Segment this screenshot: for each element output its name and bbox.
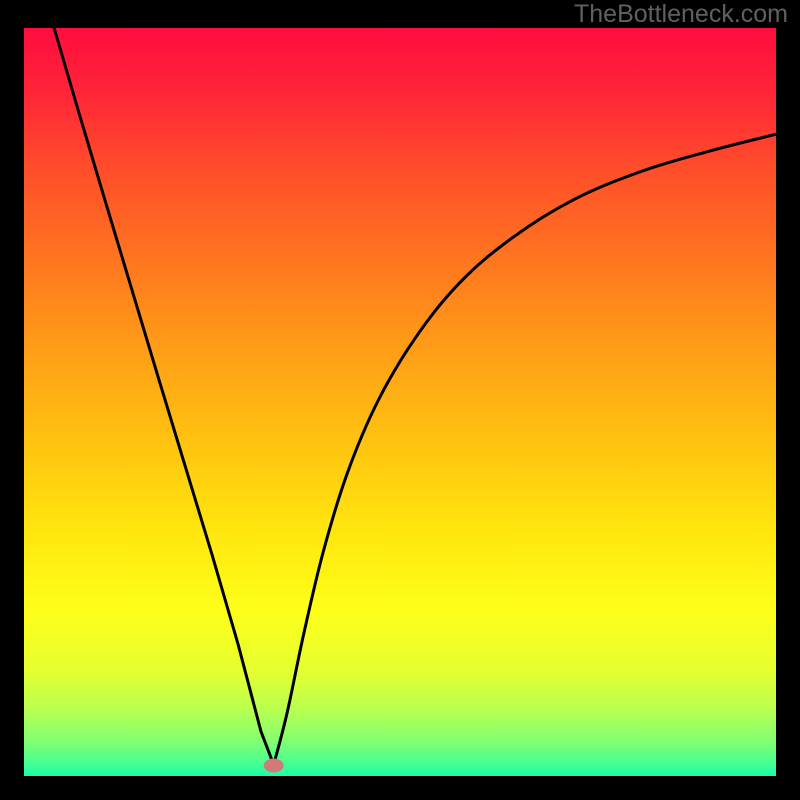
- bottleneck-curve: [24, 28, 776, 776]
- curve-left-branch: [54, 28, 274, 765]
- chart-frame: TheBottleneck.com: [0, 0, 800, 800]
- attribution-watermark: TheBottleneck.com: [574, 0, 788, 29]
- curve-right-branch: [274, 134, 776, 765]
- optimal-point-marker: [264, 759, 284, 773]
